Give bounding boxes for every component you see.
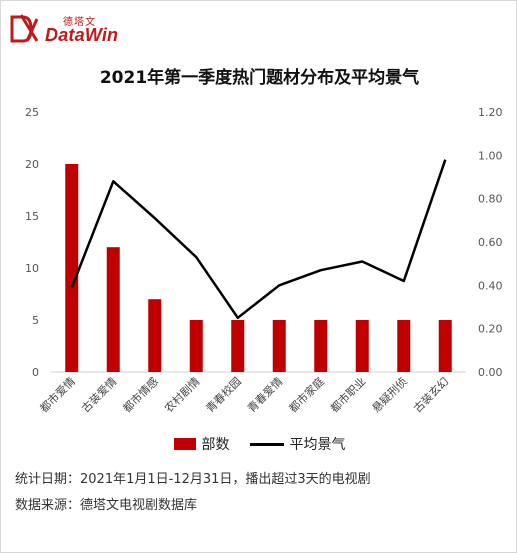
source-note: 数据来源：德塔文电视剧数据库	[15, 494, 197, 513]
category-label: 农村剧情	[161, 374, 202, 415]
category-label: 都市家庭	[286, 374, 327, 415]
category-label: 青春校园	[203, 374, 244, 415]
bar	[356, 320, 369, 372]
legend-line-label: 平均景气	[290, 434, 346, 454]
left-axis-tick-label: 5	[32, 314, 39, 327]
bar	[107, 247, 120, 372]
category-label: 古装玄幻	[410, 374, 451, 415]
legend-item-bars: 部数	[174, 434, 230, 454]
legend-line-swatch	[250, 443, 284, 446]
left-axis: 0 5 10 15 20 25	[25, 106, 39, 379]
bar-series	[65, 164, 452, 372]
left-axis-tick-label: 25	[25, 106, 39, 119]
category-label: 都市职业	[327, 374, 368, 415]
left-axis-tick-label: 15	[25, 210, 39, 223]
category-label: 古装爱情	[79, 375, 119, 415]
category-label: 都市爱情	[37, 374, 78, 415]
legend: 部数 平均景气	[1, 434, 517, 454]
left-axis-tick-label: 20	[25, 158, 39, 171]
line-path	[72, 160, 446, 318]
left-axis-tick-label: 0	[32, 366, 39, 379]
bar	[439, 320, 452, 372]
bar	[65, 164, 78, 372]
bar	[190, 320, 203, 372]
right-axis-tick-label: 0.80	[478, 193, 503, 206]
left-axis-tick-label: 10	[25, 262, 39, 275]
bar	[397, 320, 410, 372]
right-axis-tick-label: 0.20	[478, 323, 503, 336]
category-labels: 都市爱情古装爱情都市情感农村剧情青春校园青春爱情都市家庭都市职业悬疑刑侦古装玄幻	[37, 374, 452, 415]
right-axis-tick-label: 1.20	[478, 106, 503, 119]
category-label: 悬疑刑侦	[370, 375, 410, 415]
legend-item-line: 平均景气	[250, 434, 346, 454]
bar	[148, 299, 161, 372]
bar	[231, 320, 244, 372]
line-series	[72, 160, 446, 318]
right-axis-tick-label: 0.00	[478, 366, 503, 379]
legend-bar-swatch	[174, 438, 196, 450]
right-axis-tick-label: 0.40	[478, 279, 503, 292]
category-label: 都市情感	[120, 374, 161, 415]
right-axis-tick-label: 0.60	[478, 236, 503, 249]
category-label: 青春爱情	[245, 375, 285, 415]
stat-date-note: 统计日期：2021年1月1日-12月31日，播出超过3天的电视剧	[15, 468, 371, 487]
legend-bar-label: 部数	[202, 434, 230, 454]
right-axis: 0.00 0.20 0.40 0.60 0.80 1.00 1.20	[478, 106, 503, 379]
bar	[314, 320, 327, 372]
right-axis-tick-label: 1.00	[478, 149, 503, 162]
bar	[273, 320, 286, 372]
